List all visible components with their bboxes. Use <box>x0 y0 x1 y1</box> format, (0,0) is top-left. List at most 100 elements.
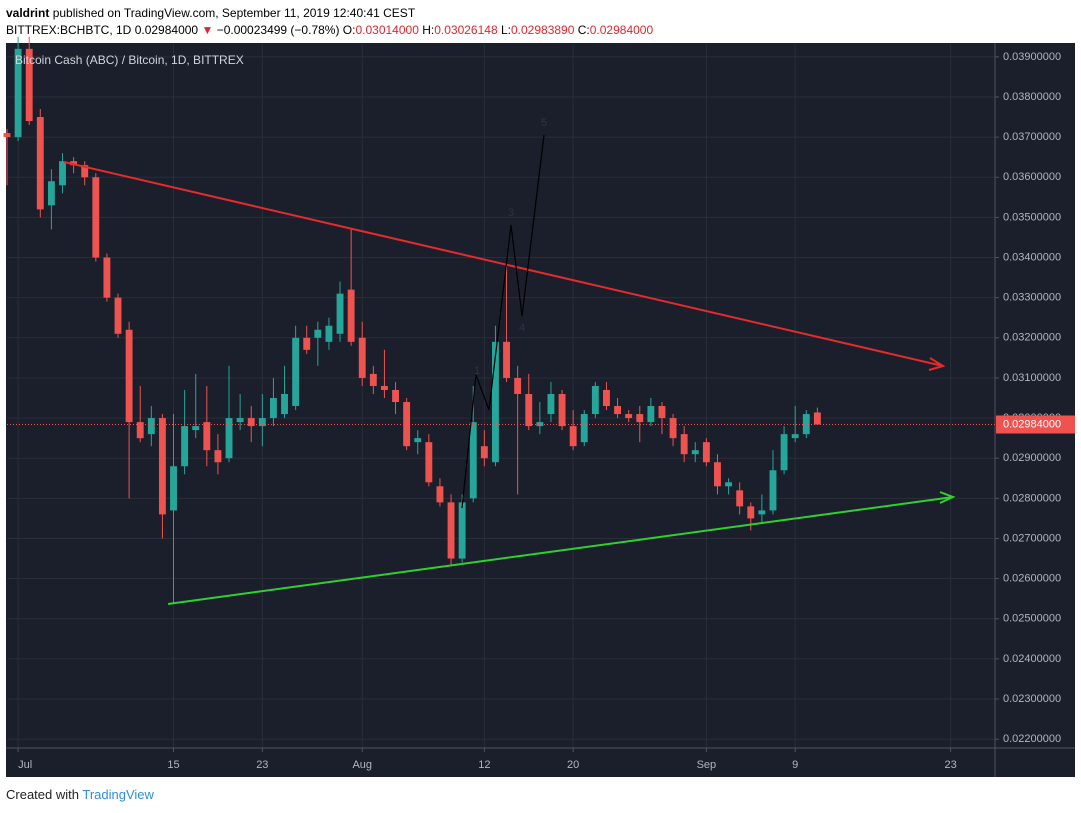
candle-body <box>369 373 377 386</box>
candle-body <box>791 434 799 439</box>
candle-body <box>458 502 466 559</box>
ohlc-label: L: <box>500 23 511 37</box>
candle-body <box>25 48 33 122</box>
candle-body <box>647 406 655 423</box>
candle-body <box>314 329 322 338</box>
x-tick-label: Aug <box>352 759 372 771</box>
created-with: Created with <box>6 787 79 802</box>
resistance-trendline <box>63 161 944 367</box>
candle-body <box>758 510 766 515</box>
y-tick-label: 0.02600000 <box>1003 573 1061 585</box>
candle-body <box>36 117 44 210</box>
published: published on TradingView.com, September … <box>52 6 416 20</box>
candle-body <box>358 337 366 378</box>
candle-body <box>125 329 133 423</box>
ohlc-label: H: <box>422 23 435 37</box>
change: −0.00023499 (−0.78%) <box>216 23 340 37</box>
y-tick-label: 0.03600000 <box>1003 171 1061 183</box>
candle-body <box>258 418 266 427</box>
author: valdrint <box>6 6 50 20</box>
y-tick-label: 0.02900000 <box>1003 452 1061 464</box>
price: 0.02984000 <box>134 23 199 37</box>
candle-body <box>658 406 666 419</box>
y-tick-label: 0.03700000 <box>1003 131 1061 143</box>
candle-body <box>14 48 22 138</box>
candle-body <box>591 385 599 415</box>
y-tick-label: 0.03500000 <box>1003 211 1061 223</box>
candle-body <box>525 393 533 427</box>
x-tick-label: 20 <box>567 759 579 771</box>
candle-body <box>802 414 810 435</box>
candle-body <box>347 289 355 342</box>
candle-body <box>336 293 344 334</box>
wave-label: 3 <box>508 207 514 219</box>
ohlc-value: 0.02983890 <box>510 23 575 37</box>
candle-body <box>680 434 688 455</box>
ohlc-label: O: <box>342 23 356 37</box>
y-tick-label: 0.03900000 <box>1003 51 1061 63</box>
y-tick-label: 0.02800000 <box>1003 492 1061 504</box>
candle-body <box>147 418 155 435</box>
candle-body <box>480 446 488 459</box>
y-tick-label: 0.02500000 <box>1003 613 1061 625</box>
candle-body <box>714 462 721 487</box>
candle-body <box>514 377 522 394</box>
candle-body <box>247 418 255 427</box>
y-tick-label: 0.03400000 <box>1003 251 1061 263</box>
candle-body <box>614 406 622 415</box>
last-price-label: 0.02984000 <box>1003 418 1061 430</box>
header: valdrint published on TradingView.com, S… <box>6 5 653 39</box>
x-tick-label: 9 <box>792 759 798 771</box>
candle-body <box>392 389 399 403</box>
candle-body <box>236 418 244 423</box>
candle-body <box>691 450 699 455</box>
candle-body <box>203 422 211 451</box>
candle-body <box>170 466 177 511</box>
x-tick-label: 15 <box>167 759 179 771</box>
brand: TradingView <box>82 787 154 802</box>
candle-body <box>114 297 122 334</box>
candle-body <box>325 325 333 342</box>
ohlc-value: 0.02984000 <box>589 23 654 37</box>
candle-body <box>702 442 710 463</box>
ohlc-value: 0.03014000 <box>355 23 419 37</box>
candle-body <box>725 482 733 487</box>
candle-body <box>181 426 189 467</box>
x-tick-label: 23 <box>944 759 956 771</box>
y-tick-label: 0.03800000 <box>1003 91 1061 103</box>
wave-label: 4 <box>519 322 525 334</box>
candle-body <box>813 412 821 425</box>
candle-body <box>547 393 555 415</box>
y-tick-label: 0.02200000 <box>1003 733 1061 745</box>
candle-body <box>269 398 277 419</box>
chart-background <box>6 43 1075 777</box>
x-tick-label: Jul <box>18 759 32 771</box>
candle-body <box>92 177 100 258</box>
candle-body <box>81 165 89 178</box>
candle-body <box>580 414 588 443</box>
candle-body <box>780 434 788 471</box>
candle-body <box>447 502 455 559</box>
candle-body <box>503 341 510 378</box>
x-tick-label: 23 <box>256 759 268 771</box>
candle-body <box>192 426 200 431</box>
candle-body <box>380 385 388 390</box>
candle-body <box>3 133 11 138</box>
footer: Created with TradingView <box>6 787 154 802</box>
candle-body <box>569 426 577 447</box>
candle-body <box>158 418 166 515</box>
candle-body <box>281 393 288 415</box>
candle-body <box>303 337 311 350</box>
y-tick-label: 0.03200000 <box>1003 332 1061 344</box>
ohlc-label: C: <box>577 23 590 37</box>
candle-body <box>136 422 144 439</box>
symbol: BITTREX:BCHBTC, 1D <box>6 23 132 37</box>
y-tick-label: 0.03300000 <box>1003 292 1061 304</box>
candle-body <box>59 161 66 186</box>
candle-body <box>536 422 544 427</box>
quote-line: BITTREX:BCHBTC, 1D 0.02984000 ▼ −0.00023… <box>6 22 653 39</box>
change-arrow: ▼ <box>201 23 214 37</box>
candle-body <box>636 414 644 423</box>
